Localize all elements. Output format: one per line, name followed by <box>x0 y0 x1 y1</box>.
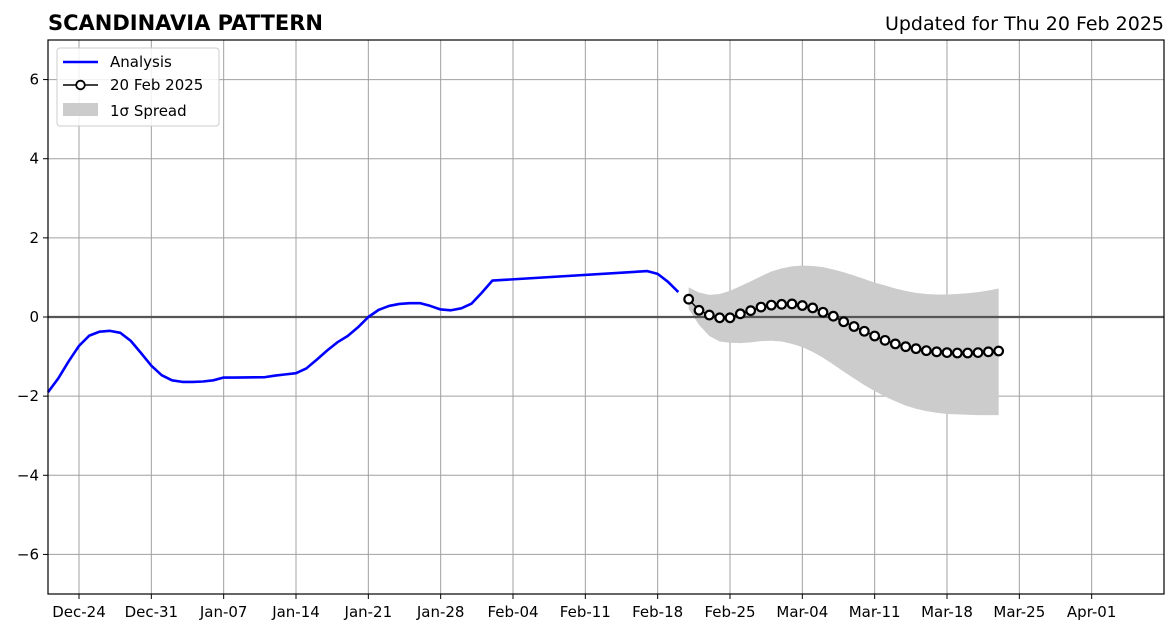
chart-subtitle: Updated for Thu 20 Feb 2025 <box>885 13 1164 35</box>
forecast-point <box>931 346 943 358</box>
forecast-point <box>972 347 984 359</box>
forecast-point <box>776 298 788 310</box>
forecast-point <box>869 330 881 342</box>
forecast-point <box>910 343 922 355</box>
spread-band <box>688 265 999 416</box>
forecast-point <box>765 299 777 311</box>
x-tick-label: Mar-11 <box>849 603 901 621</box>
x-tick-label: Dec-31 <box>125 603 179 621</box>
forecast-point <box>982 346 994 358</box>
forecast-point <box>714 312 726 324</box>
forecast-point <box>858 325 870 337</box>
legend-spread-label: 1σ Spread <box>110 102 187 120</box>
x-tick-label: Mar-04 <box>776 603 828 621</box>
forecast-point <box>693 304 705 316</box>
x-tick-label: Jan-28 <box>416 603 465 621</box>
forecast-point <box>703 309 715 321</box>
forecast-point <box>879 334 891 346</box>
forecast-point <box>827 310 839 322</box>
y-tick-label: −6 <box>17 545 39 563</box>
x-tick-label: Feb-25 <box>704 603 755 621</box>
forecast-point <box>807 302 819 314</box>
x-tick-label: Jan-21 <box>344 603 393 621</box>
x-tick-label: Feb-04 <box>487 603 538 621</box>
forecast-point <box>755 301 767 313</box>
axes: Dec-24 Dec-31 Jan-07 Jan-14 Jan-21 Jan-28 Feb-… <box>17 39 1165 621</box>
legend-forecast-label: 20 Feb 2025 <box>110 76 203 94</box>
y-tick-label: 4 <box>29 150 39 168</box>
forecast-point <box>817 306 829 318</box>
legend-spread-swatch <box>63 103 98 116</box>
forecast-point <box>962 347 974 359</box>
legend-analysis-label: Analysis <box>110 53 172 71</box>
analysis-line <box>46 269 680 393</box>
forecast-point <box>900 341 912 353</box>
x-tick-label: Dec-24 <box>52 603 106 621</box>
forecast-point <box>941 347 953 359</box>
legend-forecast-swatch-marker <box>75 79 86 91</box>
forecast-point <box>993 345 1005 357</box>
forecast-point <box>786 298 798 310</box>
y-tick-label: 2 <box>29 229 39 247</box>
forecast-point <box>889 338 901 350</box>
forecast-point <box>838 316 850 328</box>
forecast-point <box>734 308 746 320</box>
y-tick-label: −4 <box>17 466 39 484</box>
series-layer <box>46 269 1005 393</box>
forecast-point <box>683 293 695 305</box>
forecast-point <box>724 312 736 324</box>
x-tick-label: Apr-01 <box>1067 603 1117 621</box>
x-tick-label: Jan-07 <box>199 603 248 621</box>
spread-band-layer <box>688 265 999 416</box>
forecast-point <box>951 347 963 359</box>
x-tick-label: Jan-14 <box>271 603 320 621</box>
y-tick-label: 6 <box>29 71 39 89</box>
forecast-point <box>920 345 932 357</box>
x-tick-label: Mar-18 <box>921 603 973 621</box>
x-tick-label: Mar-25 <box>993 603 1045 621</box>
chart-title: SCANDINAVIA PATTERN <box>48 11 323 35</box>
y-tick-label: −2 <box>17 387 39 405</box>
x-tick-label: Feb-11 <box>560 603 611 621</box>
legend: Analysis 20 Feb 2025 1σ Spread <box>56 47 220 127</box>
y-tick-label: 0 <box>29 308 39 326</box>
plot-frame <box>47 39 1165 595</box>
forecast-point <box>796 300 808 311</box>
forecast-point <box>745 305 757 317</box>
x-tick-label: Feb-18 <box>632 603 683 621</box>
forecast-point <box>848 321 860 332</box>
